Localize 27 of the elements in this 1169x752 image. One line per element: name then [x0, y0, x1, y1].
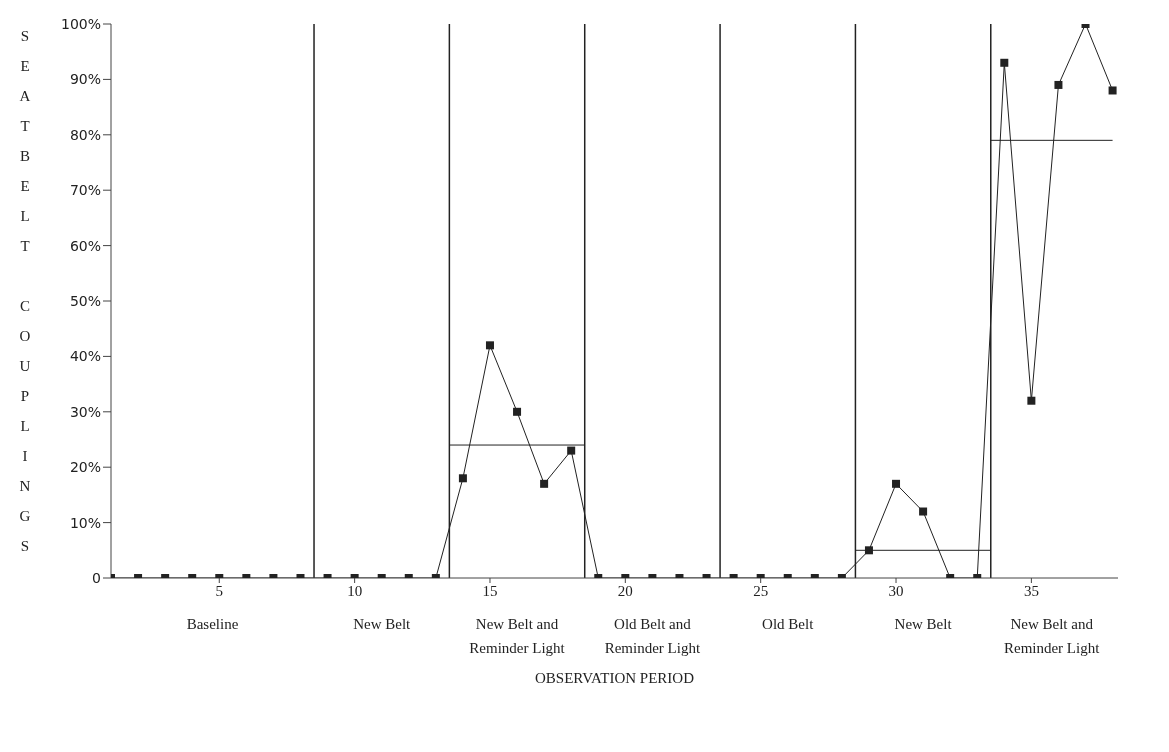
text: New Belt — [352, 615, 412, 634]
x-tick-label: 25 — [753, 582, 769, 599]
y-tick-label: 20% — [69, 459, 101, 476]
text: New Belt and Reminder Light — [1002, 615, 1101, 658]
y-tick-label: 40% — [69, 348, 101, 365]
y-tick-label: 10% — [69, 514, 101, 531]
x-tick-label: 5 — [215, 582, 224, 599]
y-tick-label: 0 — [92, 569, 101, 586]
y-tick-label: 50% — [69, 292, 101, 309]
y-tick-label: 90% — [69, 71, 101, 88]
y-tick-label: 30% — [69, 403, 101, 420]
y-tick-label: 80% — [69, 126, 101, 143]
y-tick-label: 60% — [69, 237, 101, 254]
y-tick-label: 70% — [69, 182, 101, 199]
text: New Belt and Reminder Light — [468, 615, 566, 658]
x-tick-label: 15 — [482, 582, 498, 599]
x-tick-label: 20 — [617, 582, 633, 599]
text: Old Belt — [761, 615, 815, 634]
text: Old Belt and Reminder Light — [603, 615, 702, 658]
text: New Belt — [893, 615, 953, 634]
x-axis-title: OBSERVATION PERIOD — [534, 670, 695, 687]
x-tick-label: 35 — [1023, 582, 1039, 599]
y-axis-title: SEATBELT COUPLINGS — [16, 28, 33, 568]
x-tick-label: 10 — [347, 582, 363, 599]
y-tick-label: 100% — [60, 15, 101, 32]
x-tick-label: 30 — [888, 582, 904, 599]
text: Baseline — [185, 615, 240, 634]
